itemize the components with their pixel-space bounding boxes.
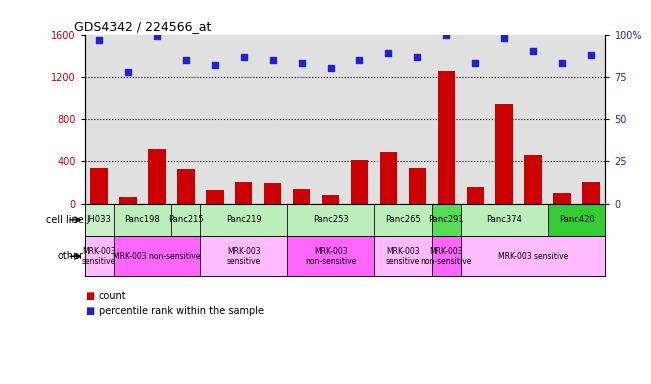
Point	[326, 65, 336, 71]
Bar	[293, 189, 311, 204]
Point	[586, 52, 596, 58]
Bar	[432, 236, 461, 276]
Point	[412, 53, 422, 60]
Point	[94, 36, 104, 43]
Bar	[322, 195, 339, 204]
Text: MRK-003
non-sensitive: MRK-003 non-sensitive	[421, 247, 472, 266]
Bar	[264, 183, 281, 204]
Point	[181, 57, 191, 63]
Point	[557, 60, 567, 66]
Point	[238, 53, 249, 60]
Text: Panc265: Panc265	[385, 215, 421, 224]
Text: GDS4342 / 224566_at: GDS4342 / 224566_at	[74, 20, 212, 33]
Point	[528, 48, 538, 55]
Bar	[201, 236, 287, 276]
Bar	[113, 204, 171, 236]
Text: MRK-003
sensitive: MRK-003 sensitive	[82, 247, 117, 266]
Text: Panc253: Panc253	[312, 215, 348, 224]
Bar	[287, 236, 374, 276]
Bar	[525, 156, 542, 204]
Text: Panc374: Panc374	[486, 215, 522, 224]
Bar	[409, 168, 426, 204]
Bar	[171, 204, 201, 236]
Point	[123, 69, 133, 75]
Point	[441, 31, 452, 38]
Bar	[201, 204, 287, 236]
Point	[268, 57, 278, 63]
Bar	[374, 204, 432, 236]
Text: Panc215: Panc215	[168, 215, 204, 224]
Bar	[351, 160, 368, 204]
Bar	[437, 71, 455, 204]
Text: ■: ■	[85, 291, 94, 301]
Bar	[85, 236, 113, 276]
Text: other: other	[58, 251, 84, 262]
Point	[470, 60, 480, 66]
Point	[354, 57, 365, 63]
Bar	[547, 204, 605, 236]
Point	[499, 35, 509, 41]
Point	[152, 33, 162, 39]
Bar	[85, 204, 113, 236]
Text: Panc219: Panc219	[226, 215, 262, 224]
Bar	[235, 182, 253, 204]
Point	[383, 50, 394, 56]
Bar	[113, 236, 201, 276]
Text: Panc291: Panc291	[428, 215, 464, 224]
Bar	[432, 204, 461, 236]
Bar	[495, 104, 513, 204]
Bar	[461, 236, 605, 276]
Bar	[206, 190, 223, 204]
Point	[210, 62, 220, 68]
Bar	[553, 193, 571, 204]
Text: JH033: JH033	[87, 215, 111, 224]
Bar	[380, 152, 397, 204]
Text: MRK-003
non-sensitive: MRK-003 non-sensitive	[305, 247, 356, 266]
Bar	[177, 169, 195, 204]
Text: cell line: cell line	[46, 215, 84, 225]
Text: MRK-003
sensitive: MRK-003 sensitive	[386, 247, 420, 266]
Bar	[148, 149, 165, 204]
Bar	[119, 197, 137, 204]
Text: MRK-003 non-sensitive: MRK-003 non-sensitive	[113, 252, 201, 261]
Text: ■: ■	[85, 306, 94, 316]
Text: MRK-003
sensitive: MRK-003 sensitive	[227, 247, 261, 266]
Text: MRK-003 sensitive: MRK-003 sensitive	[498, 252, 568, 261]
Bar	[374, 236, 432, 276]
Point	[296, 60, 307, 66]
Text: Panc420: Panc420	[559, 215, 594, 224]
Bar	[287, 204, 374, 236]
Text: Panc198: Panc198	[124, 215, 160, 224]
Bar	[461, 204, 547, 236]
Bar	[582, 182, 600, 204]
Bar	[467, 187, 484, 204]
Text: count: count	[99, 291, 126, 301]
Text: percentile rank within the sample: percentile rank within the sample	[99, 306, 264, 316]
Bar	[90, 167, 108, 204]
